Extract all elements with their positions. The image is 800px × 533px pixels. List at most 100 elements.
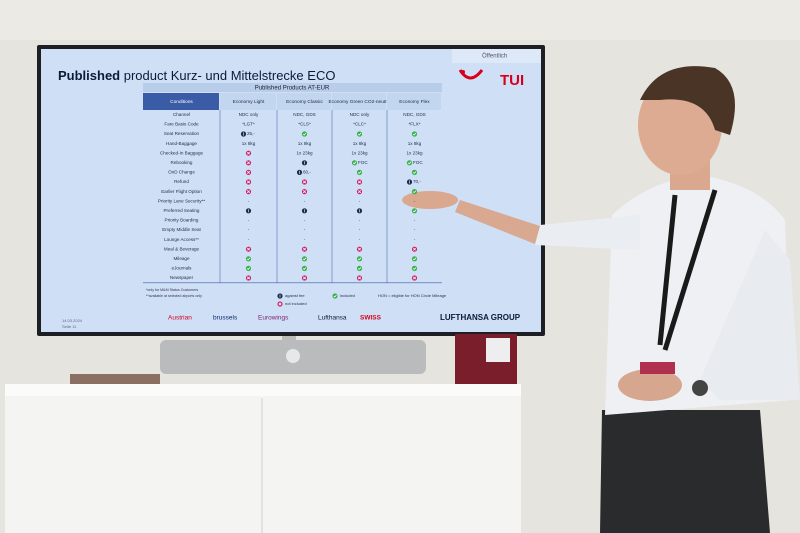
airline-logo: Lufthansa — [318, 315, 347, 322]
cabinet-top — [5, 384, 521, 396]
icon-cross — [303, 180, 306, 184]
cell-text: *CLS* — [298, 122, 311, 127]
header-cell — [143, 93, 219, 110]
cell-text: *CLC* — [353, 122, 366, 127]
cell-text: - — [414, 198, 416, 203]
icon-included — [356, 256, 363, 262]
arm-sleeve — [535, 215, 640, 250]
cabinet — [5, 384, 521, 533]
cell-text: 1x 8kg — [353, 141, 367, 146]
icon-check — [246, 267, 251, 270]
row-label: Refund — [174, 179, 189, 184]
icon-check — [357, 171, 362, 174]
airline-logo: SWISS — [360, 315, 382, 322]
icon-check — [357, 267, 362, 270]
airline-logo: Eurowings — [258, 315, 289, 322]
icon-cross — [247, 276, 250, 280]
row-label: Lounge Access** — [164, 237, 199, 242]
legend-text: not included — [285, 301, 307, 306]
row-label: Channel — [173, 112, 190, 117]
title-bold: Published — [58, 68, 120, 83]
row-label: Priority Boarding — [165, 218, 199, 223]
cell-text: - — [248, 198, 250, 203]
icon-cross — [247, 161, 250, 165]
icon-cross — [303, 276, 306, 280]
icon-included — [245, 256, 252, 262]
row-label: Checked-In Baggage — [160, 150, 204, 155]
cell-text: NDC only — [350, 112, 370, 117]
group-logo: LUFTHANSA GROUP — [440, 313, 521, 322]
icon-included — [411, 208, 418, 214]
cell-text: - — [414, 227, 416, 232]
hair — [640, 66, 735, 135]
forearm — [455, 200, 540, 244]
hand — [402, 191, 458, 209]
cell-text: 25,- — [247, 131, 255, 136]
desk-item — [70, 374, 160, 384]
header-cell — [220, 93, 276, 110]
legend-text: against fee — [285, 293, 305, 298]
cell-text: - — [359, 227, 361, 232]
row-label: Empty Middle Seat — [162, 227, 201, 232]
icon-included — [411, 265, 418, 271]
icon-cross — [413, 276, 416, 280]
brand: TUI — [500, 72, 524, 89]
icon-cross — [358, 276, 361, 280]
qr-code — [486, 338, 510, 362]
row-label: Hand-Baggage — [166, 141, 197, 146]
cell-text: 60,- — [303, 170, 311, 175]
row-label: Preferred Seating — [163, 208, 199, 213]
icon-included — [301, 256, 308, 262]
icon-included — [301, 265, 308, 271]
left-arm — [700, 230, 800, 400]
lanyard — [657, 189, 718, 351]
cell-text: NDC, GDS — [403, 112, 425, 117]
row-label: Earlier Flight Option — [161, 189, 202, 194]
cell-text: - — [304, 198, 306, 203]
cell-text: NDC, GDS — [293, 112, 315, 117]
cell-text: 70,- — [413, 179, 421, 184]
header-text: Economy Classic — [286, 99, 323, 105]
badge — [640, 362, 675, 374]
tui-dot — [461, 70, 465, 74]
icon-check — [407, 161, 412, 165]
icon-check — [333, 294, 337, 298]
icon-cross — [247, 190, 250, 194]
icon-check — [357, 257, 362, 261]
screen-tag: Öffentlich — [482, 53, 507, 60]
caption-bar — [143, 83, 442, 92]
header-text: Economy Flex — [399, 99, 430, 105]
cell-text: 1x 8kg — [408, 141, 422, 146]
icon-included — [356, 169, 363, 175]
icon-included — [301, 131, 308, 137]
icon-cross — [247, 180, 250, 184]
slide-date: 14.03.2024 — [62, 318, 83, 323]
cell-text: *LGT* — [242, 122, 255, 127]
icon-cross — [247, 247, 250, 251]
row-label: Fare Basis Code — [164, 122, 199, 127]
icon-check — [357, 132, 362, 136]
legend-text: HON = eligible for HON Circle Mileage — [378, 293, 447, 298]
camera — [286, 349, 300, 363]
icon-check — [352, 161, 357, 165]
icon-check — [302, 267, 307, 270]
icon-cross — [303, 190, 306, 194]
icon-cross — [358, 180, 361, 184]
icon-check — [302, 257, 307, 261]
icon-included — [356, 131, 363, 137]
cell-text: FOC — [413, 160, 423, 165]
cell-text: - — [359, 237, 361, 242]
cell-text: - — [248, 218, 250, 223]
icon-included — [351, 160, 358, 166]
trousers — [600, 410, 770, 533]
cell-text: - — [248, 237, 250, 242]
icon-included — [406, 160, 413, 166]
icon-check — [412, 267, 417, 270]
cell-text: FOC — [358, 160, 368, 165]
cell-text: - — [304, 227, 306, 232]
cell-text: 1x 8kg — [298, 141, 312, 146]
icon-included — [411, 131, 418, 137]
footnote: **available at selected airports only — [146, 294, 202, 298]
slide-page: Seite 11 — [62, 324, 77, 329]
